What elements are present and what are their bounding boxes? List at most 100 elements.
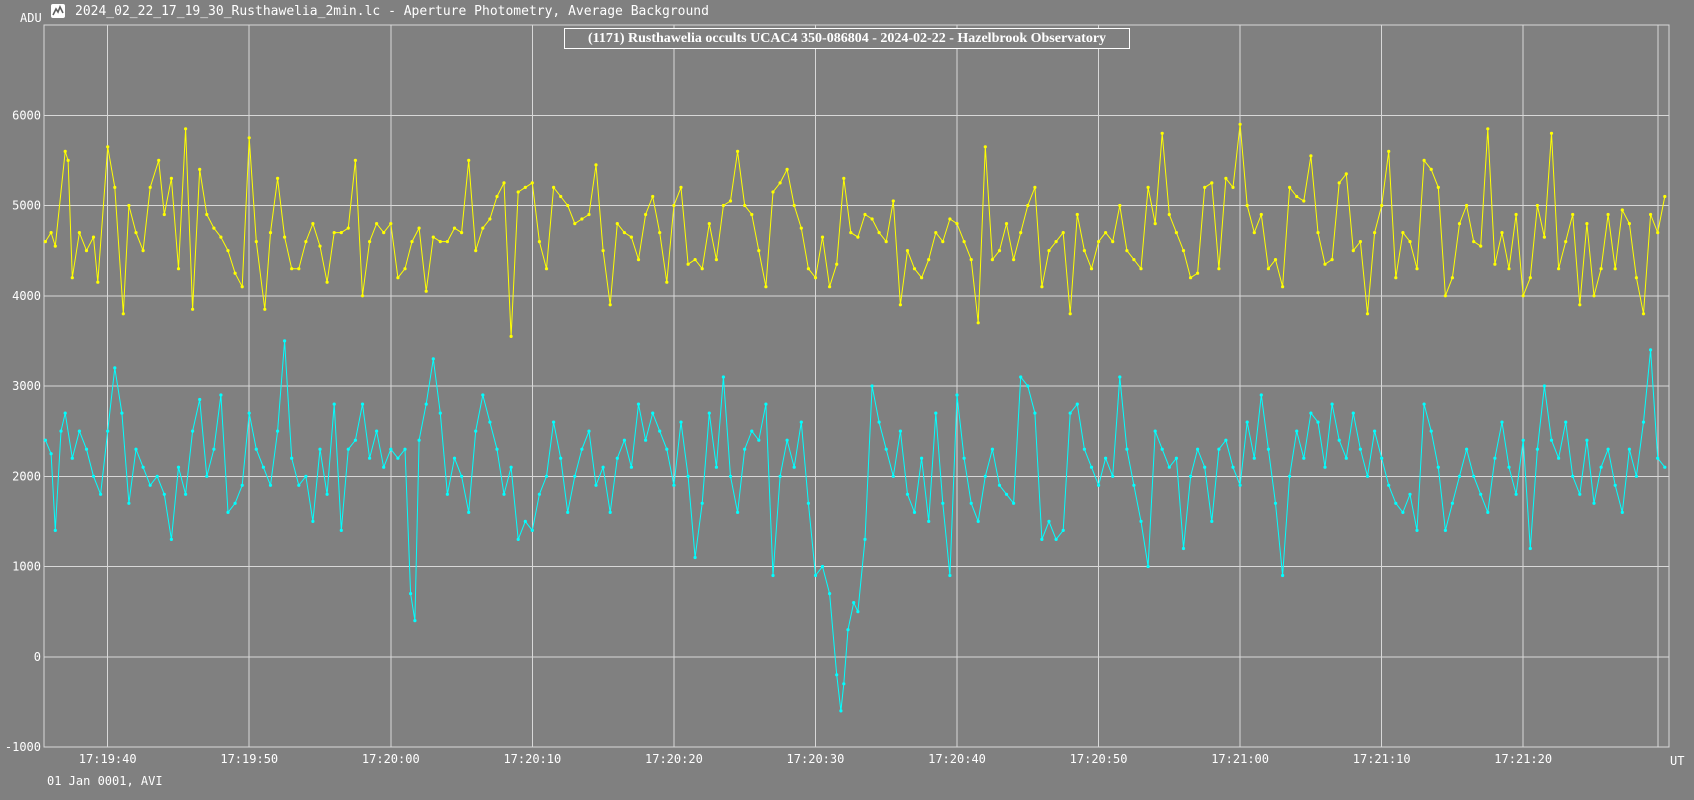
data-point bbox=[1217, 447, 1221, 451]
data-point bbox=[1507, 465, 1511, 469]
data-point bbox=[927, 519, 931, 524]
data-point bbox=[226, 249, 230, 253]
x-tick-label: 17:21:00 bbox=[1211, 752, 1269, 766]
data-point bbox=[1380, 456, 1384, 460]
data-point bbox=[587, 429, 591, 433]
data-point bbox=[1189, 276, 1193, 280]
data-point bbox=[467, 158, 471, 162]
data-point bbox=[587, 212, 591, 217]
x-tick-label: 17:20:00 bbox=[362, 752, 420, 766]
data-point bbox=[59, 429, 63, 433]
data-point bbox=[1082, 447, 1086, 451]
data-point bbox=[679, 420, 683, 424]
data-point bbox=[1104, 456, 1108, 460]
data-point bbox=[743, 447, 747, 451]
data-point bbox=[1394, 501, 1398, 505]
data-point bbox=[113, 366, 117, 370]
data-point bbox=[339, 231, 343, 235]
data-point bbox=[849, 231, 853, 235]
data-point bbox=[644, 212, 648, 217]
data-point bbox=[1288, 185, 1292, 189]
series-line bbox=[44, 124, 1666, 337]
data-point bbox=[622, 231, 627, 235]
x-tick-label: 17:20:10 bbox=[503, 752, 561, 766]
data-point bbox=[842, 682, 846, 686]
data-point bbox=[1132, 483, 1136, 487]
data-point bbox=[1599, 465, 1603, 469]
series-1 bbox=[43, 339, 1667, 713]
data-point bbox=[813, 276, 818, 280]
data-point bbox=[1118, 203, 1122, 208]
data-point bbox=[700, 501, 704, 505]
data-point bbox=[176, 465, 181, 469]
data-point bbox=[658, 231, 662, 235]
data-point bbox=[134, 231, 138, 235]
data-point bbox=[672, 483, 676, 487]
data-point bbox=[1415, 528, 1419, 533]
data-point bbox=[1323, 262, 1327, 266]
data-point bbox=[353, 158, 357, 162]
data-point bbox=[1344, 456, 1348, 460]
data-point bbox=[912, 267, 917, 271]
data-point bbox=[1033, 185, 1037, 189]
data-point bbox=[495, 447, 499, 451]
data-point bbox=[573, 474, 577, 478]
data-point bbox=[1033, 411, 1037, 415]
data-point bbox=[1047, 519, 1051, 524]
data-point bbox=[1203, 185, 1207, 189]
data-point bbox=[1160, 447, 1164, 451]
data-point bbox=[941, 240, 945, 244]
data-point bbox=[134, 447, 138, 451]
data-point bbox=[750, 429, 754, 433]
data-point bbox=[325, 492, 329, 496]
data-point bbox=[969, 258, 973, 262]
data-point bbox=[1634, 474, 1638, 478]
data-point bbox=[219, 393, 223, 397]
data-point bbox=[813, 573, 818, 578]
data-point bbox=[49, 231, 53, 235]
data-point bbox=[1549, 131, 1554, 135]
data-point bbox=[615, 456, 619, 460]
data-point bbox=[877, 420, 881, 424]
data-point bbox=[1019, 231, 1023, 235]
data-point bbox=[566, 510, 570, 514]
data-point bbox=[721, 203, 726, 208]
data-point bbox=[846, 628, 850, 632]
data-point bbox=[1613, 267, 1617, 271]
data-point bbox=[594, 483, 598, 487]
data-point bbox=[346, 226, 350, 230]
lightcurve-app-icon bbox=[51, 4, 65, 18]
data-point bbox=[537, 240, 542, 244]
axes bbox=[43, 24, 1670, 748]
data-point bbox=[714, 258, 719, 262]
data-point bbox=[530, 528, 534, 533]
data-point bbox=[523, 519, 527, 524]
data-point bbox=[1641, 312, 1646, 316]
data-point bbox=[1146, 185, 1150, 189]
data-point bbox=[452, 456, 457, 460]
data-point bbox=[728, 199, 733, 203]
data-point bbox=[1479, 244, 1483, 248]
data-point bbox=[1118, 375, 1122, 379]
x-tick-label: 17:21:20 bbox=[1494, 752, 1552, 766]
data-point bbox=[1281, 573, 1285, 578]
data-point bbox=[1139, 267, 1143, 271]
data-point bbox=[488, 420, 492, 424]
data-point bbox=[552, 420, 556, 424]
data-point bbox=[233, 501, 237, 505]
data-point bbox=[396, 276, 400, 280]
data-point bbox=[332, 231, 336, 235]
data-point bbox=[764, 285, 768, 289]
data-point bbox=[389, 447, 393, 451]
data-point bbox=[1429, 429, 1433, 433]
data-point bbox=[424, 289, 428, 293]
data-point bbox=[488, 217, 492, 221]
data-point bbox=[679, 185, 683, 189]
data-point bbox=[1514, 212, 1518, 217]
data-point bbox=[601, 465, 605, 469]
data-point bbox=[445, 240, 449, 244]
data-point bbox=[318, 244, 322, 248]
data-point bbox=[318, 447, 322, 451]
data-point bbox=[297, 267, 301, 271]
data-point bbox=[77, 429, 81, 433]
